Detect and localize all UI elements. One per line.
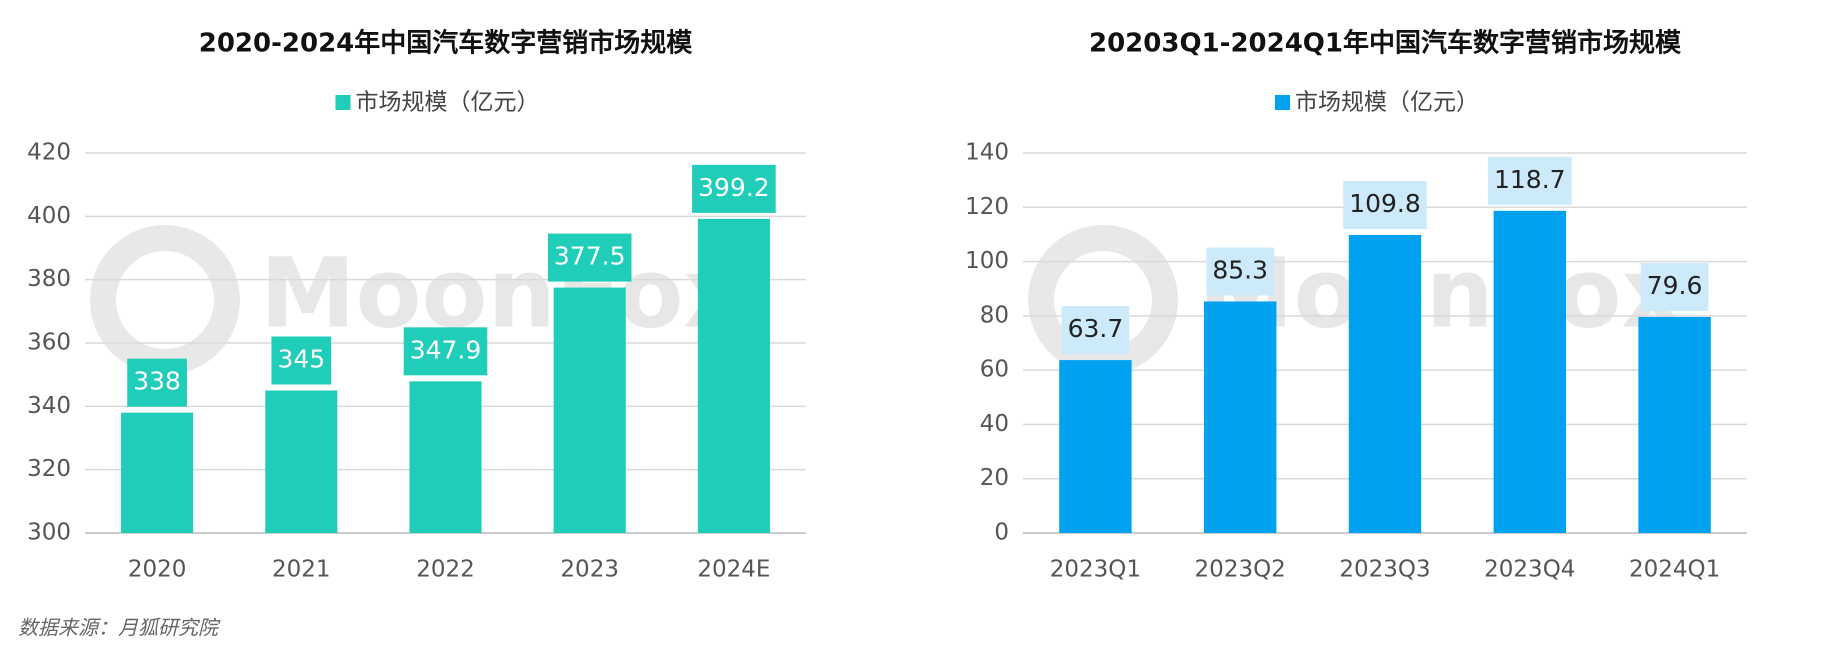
y-tick-label: 340: [27, 393, 71, 419]
bar: [121, 412, 194, 533]
legend-label: 市场规模（亿元）: [356, 90, 540, 116]
value-label-box: [1206, 247, 1275, 296]
x-tick-label: 2023Q4: [1484, 557, 1575, 583]
x-tick-label: 2024E: [697, 557, 770, 583]
legend-swatch: [1275, 95, 1290, 110]
bar: [409, 381, 482, 533]
value-label-box: [1343, 180, 1427, 229]
value-label: 338: [133, 367, 181, 396]
y-tick-label: 140: [965, 140, 1009, 166]
value-label: 399.2: [698, 173, 770, 202]
y-tick-label: 420: [27, 140, 71, 166]
x-tick-label: 2024Q1: [1629, 557, 1720, 583]
value-label: 347.9: [410, 335, 482, 364]
x-tick-label: 2023Q2: [1195, 557, 1286, 583]
bar: [1059, 360, 1132, 533]
legend-swatch: [335, 95, 351, 110]
x-tick-label: 2023Q1: [1050, 557, 1141, 583]
bar: [1204, 301, 1277, 533]
value-label: 79.6: [1647, 271, 1703, 300]
y-tick-label: 360: [27, 330, 71, 356]
y-tick-label: 80: [980, 302, 1009, 328]
value-label: 377.5: [554, 242, 626, 271]
value-label: 63.7: [1068, 314, 1124, 343]
x-tick-label: 2020: [128, 557, 187, 583]
x-tick-label: 2023: [560, 557, 619, 583]
x-tick-label: 2021: [272, 557, 331, 583]
y-tick-label: 0: [994, 520, 1009, 546]
watermark-text: MoonFox: [1198, 237, 1683, 349]
bar: [697, 218, 770, 533]
bar: [1638, 316, 1711, 533]
y-tick-label: 100: [965, 248, 1009, 274]
bar: [553, 287, 626, 533]
bar: [1493, 210, 1566, 534]
value-label-box: [403, 327, 488, 376]
value-label: 109.8: [1349, 189, 1421, 218]
source-note: 数据来源：月狐研究院: [18, 616, 221, 640]
bar: [1348, 234, 1422, 533]
value-label-box: [127, 358, 187, 407]
value-label: 85.3: [1212, 255, 1268, 284]
y-tick-label: 380: [27, 266, 71, 292]
y-tick-label: 40: [980, 411, 1009, 437]
y-tick-label: 300: [27, 520, 71, 546]
value-label: 118.7: [1494, 165, 1566, 194]
value-label-box: [1488, 156, 1572, 205]
value-label-box: [547, 233, 632, 282]
y-tick-label: 20: [980, 465, 1009, 491]
watermark-text: MoonFox: [260, 237, 745, 349]
x-tick-label: 2023Q3: [1339, 557, 1430, 583]
value-label: 345: [277, 345, 325, 374]
legend-label: 市场规模（亿元）: [1295, 90, 1479, 116]
value-label-box: [271, 336, 332, 385]
chart-title: 2020-2024年中国汽车数字营销市场规模: [199, 28, 694, 59]
value-label-box: [1061, 306, 1130, 355]
chart-title: 20203Q1-2024Q1年中国汽车数字营销市场规模: [1089, 28, 1682, 59]
y-tick-label: 400: [27, 203, 71, 229]
y-tick-label: 120: [965, 194, 1009, 220]
x-tick-label: 2022: [416, 557, 475, 583]
y-tick-label: 60: [980, 357, 1009, 383]
value-label-box: [1640, 262, 1709, 311]
y-tick-label: 320: [27, 456, 71, 482]
bar: [265, 390, 338, 533]
value-label-box: [692, 164, 776, 213]
watermark: MoonFox: [1028, 225, 1683, 375]
